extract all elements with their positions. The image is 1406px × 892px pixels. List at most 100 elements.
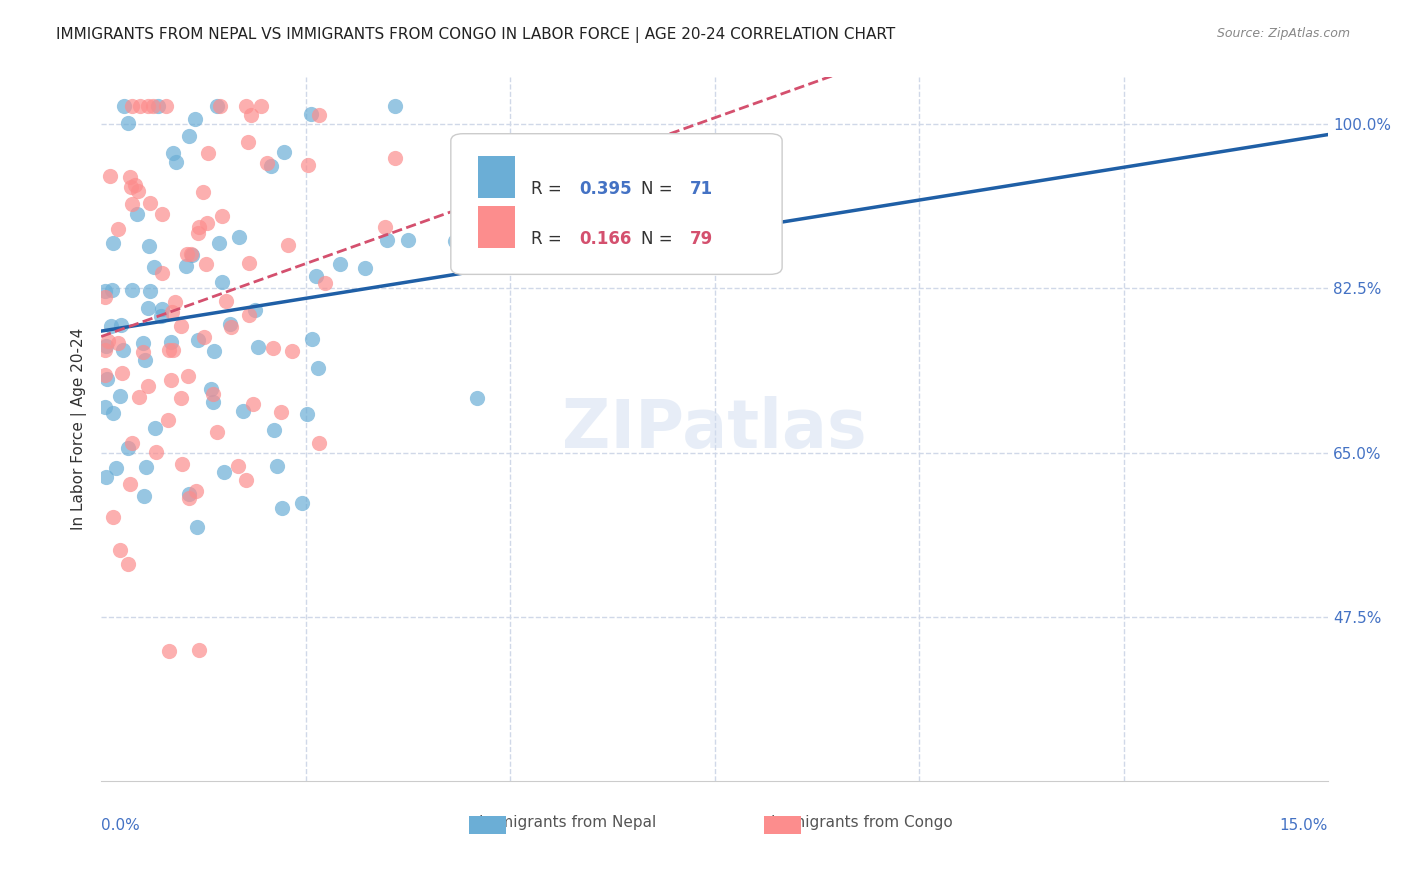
Point [162,343,184,357]
Point [94,339,117,353]
Point [247,340,270,354]
Point [186,484,208,499]
Point [259,160,281,174]
Text: N =: N = [641,180,672,198]
Point [188,643,211,657]
Text: 79: 79 [690,230,713,249]
Point [375,233,398,247]
Point [208,235,231,250]
Point [465,391,488,405]
Bar [763,816,800,833]
Point [197,145,219,160]
Point [94,368,117,382]
Point [250,98,273,112]
Point [94,343,117,358]
Point [156,413,179,427]
Point [121,197,143,211]
Point [142,98,165,112]
Point [170,319,193,334]
Point [299,107,322,121]
Point [110,542,132,557]
Point [101,283,124,297]
Point [200,382,222,396]
Point [135,460,157,475]
Point [205,425,228,439]
Point [132,336,155,351]
Point [101,406,124,420]
Point [120,169,142,184]
Point [118,476,141,491]
Point [104,461,127,475]
Point [180,247,202,261]
Point [236,135,259,149]
Point [177,369,200,384]
Point [150,301,173,316]
Point [193,185,215,199]
Point [170,391,193,405]
Point [112,98,135,112]
Point [117,441,139,455]
Point [193,330,215,344]
Point [172,457,194,471]
Point [262,342,284,356]
Text: 15.0%: 15.0% [1279,818,1329,833]
Point [139,284,162,298]
Point [301,332,323,346]
Point [297,158,319,172]
Point [214,293,236,308]
Point [187,226,209,240]
Point [180,248,202,262]
Point [305,269,328,284]
Point [96,372,118,386]
Text: 0.395: 0.395 [579,180,633,198]
Point [157,343,180,358]
Point [121,435,143,450]
Point [128,390,150,404]
Point [112,343,135,357]
Point [329,257,352,271]
Text: N =: N = [641,230,672,249]
Point [121,283,143,297]
Point [214,466,236,480]
Point [148,98,170,112]
Point [314,276,336,290]
Point [184,112,207,127]
Point [143,260,166,274]
Point [270,405,292,419]
Point [628,216,651,230]
Point [291,496,314,510]
Point [266,458,288,473]
Point [100,319,122,334]
Point [226,458,249,473]
Point [179,487,201,501]
Point [188,219,211,234]
Point [107,222,129,236]
Point [150,266,173,280]
Text: R =: R = [530,180,561,198]
Point [243,303,266,318]
Point [207,98,229,112]
Point [444,234,467,248]
Point [308,435,330,450]
Point [117,116,139,130]
Text: 71: 71 [690,180,713,198]
Point [165,155,187,169]
Point [163,294,186,309]
Text: Source: ZipAtlas.com: Source: ZipAtlas.com [1216,27,1350,40]
Point [235,98,257,112]
Point [94,400,117,414]
Point [263,423,285,437]
Point [101,235,124,250]
Point [160,304,183,318]
Point [240,108,263,122]
Point [195,216,218,230]
Point [186,520,208,534]
Point [242,397,264,411]
Point [219,318,242,332]
Point [211,209,233,223]
Point [94,290,117,304]
Point [143,421,166,435]
Point [157,644,180,658]
Point [98,169,121,183]
Point [235,474,257,488]
